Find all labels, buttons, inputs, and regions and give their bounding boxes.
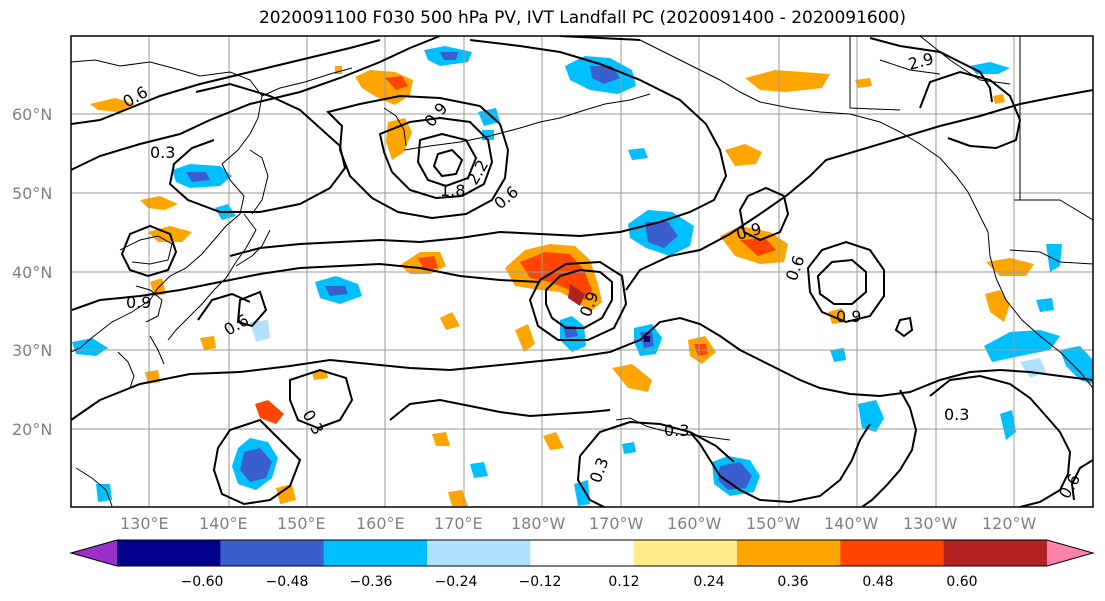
contour-label: 0.9: [126, 293, 151, 312]
contour-label: 0.3: [150, 143, 175, 162]
colorbar-segment: [840, 540, 945, 566]
lat-label: 20°N: [12, 420, 53, 439]
map-frame: [70, 35, 1094, 508]
lat-label: 40°N: [12, 263, 53, 282]
colorbar-tick-label: −0.36: [349, 574, 393, 590]
colorbar-extend-min: [71, 540, 117, 566]
lon-label: 160°E: [356, 514, 405, 533]
contour-label: 1.8: [440, 181, 465, 200]
lon-label: 140°E: [199, 514, 248, 533]
contour-label: 0.6: [782, 253, 809, 283]
lon-label: 150°E: [277, 514, 326, 533]
colorbar: [69, 539, 1095, 567]
colorbar-segment: [220, 540, 325, 566]
lon-label: 140°W: [824, 514, 879, 533]
lon-label: 130°E: [120, 514, 169, 533]
colorbar-tick-label: −0.12: [518, 574, 562, 590]
lat-label: 50°N: [12, 184, 53, 203]
colorbar-segment: [633, 540, 738, 566]
colorbar-tick-label: −0.60: [180, 574, 224, 590]
colorbar-segment: [427, 540, 531, 566]
contour-label: 0.3: [944, 405, 969, 424]
lat-label: 60°N: [12, 105, 53, 124]
lon-label: 150°W: [746, 514, 801, 533]
lon-label: 170°E: [434, 514, 483, 533]
colorbar-tick-label: 0.12: [608, 574, 640, 590]
colorbar-tick-label: 0.48: [862, 574, 894, 590]
colorbar-tick-label: −0.48: [265, 574, 309, 590]
colorbar-segment: [737, 540, 841, 566]
contour-label: 2.9: [906, 49, 936, 74]
contour-label: 0.3: [586, 455, 613, 485]
colorbar-tick-label: 0.36: [777, 574, 809, 590]
lat-label: 30°N: [12, 341, 53, 360]
colorbar-extend-max: [1047, 540, 1093, 566]
contour-label: 0.6: [490, 182, 522, 213]
contour-label: 0.6: [1055, 470, 1084, 502]
contour-label: 0.6: [221, 310, 253, 339]
contour-label: 0.3: [664, 421, 689, 440]
pv-contours: [71, 36, 1093, 507]
negative-anomaly-patches: [72, 46, 1093, 506]
lon-label: 170°W: [589, 514, 644, 533]
colorbar-tick-label: 0.60: [946, 574, 978, 590]
contour-label: 2.2: [463, 156, 492, 188]
colorbar-tick-label: −0.24: [434, 574, 478, 590]
colorbar-segment: [530, 540, 635, 566]
colorbar-tick-label: 0.24: [693, 574, 725, 590]
colorbar-segment: [117, 540, 221, 566]
coastlines: [71, 36, 1093, 507]
lon-label: 180°W: [511, 514, 566, 533]
contour-label: 0.3: [299, 407, 328, 439]
graticule: [71, 36, 1093, 507]
lon-label: 160°W: [667, 514, 722, 533]
contour-label: 0.9: [421, 99, 452, 131]
lon-label: 120°W: [982, 514, 1037, 533]
chart-title: 2020091100 F030 500 hPa PV, IVT Landfall…: [258, 8, 906, 28]
positive-anomaly-patches: [90, 66, 1034, 506]
contour-labels: 0.6 0.9 2.9 0.3 1.8 2.2 0.6 0.9 0.9 0.6 …: [120, 49, 1085, 502]
colorbar-segment: [323, 540, 428, 566]
lon-label: 130°W: [903, 514, 958, 533]
contour-label: 0.9: [836, 307, 861, 326]
colorbar-segment: [943, 540, 1048, 566]
